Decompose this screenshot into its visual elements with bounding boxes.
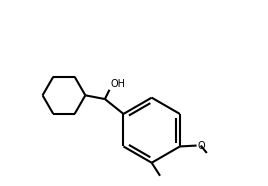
Text: O: O [198,141,205,150]
Text: OH: OH [110,79,125,89]
